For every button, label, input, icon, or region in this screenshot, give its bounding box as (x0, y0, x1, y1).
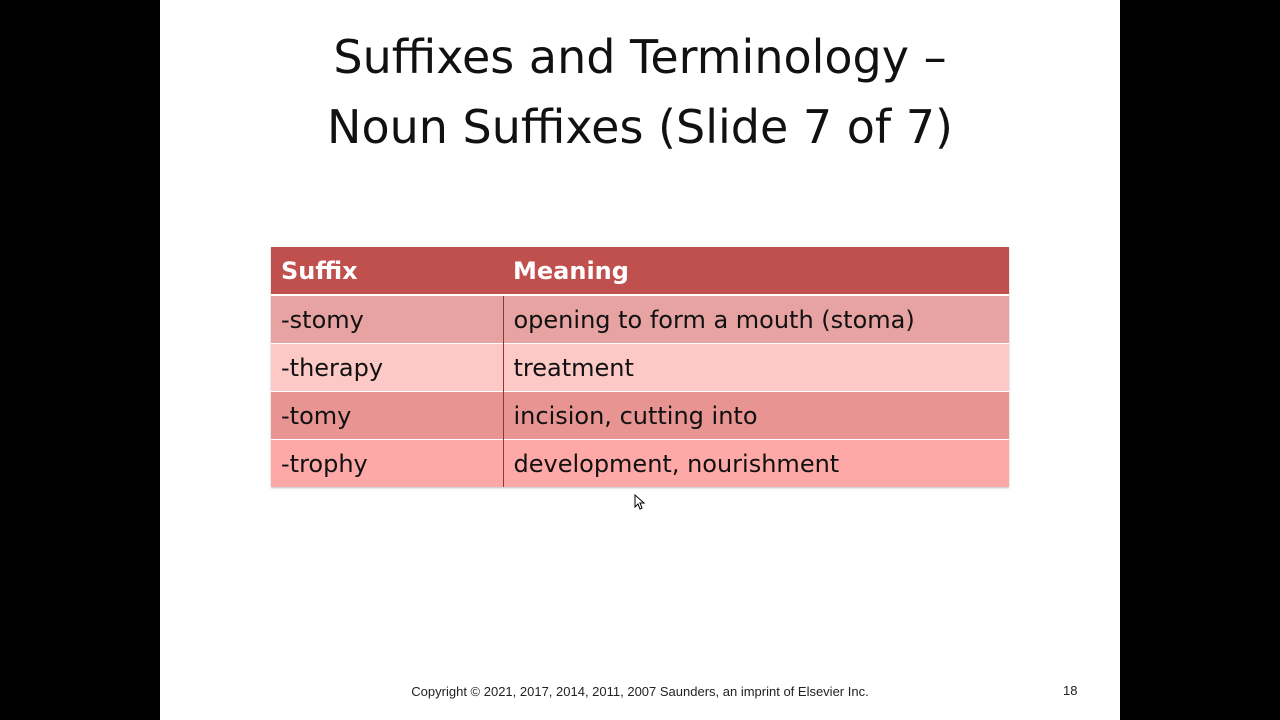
suffix-cell: -stomy (271, 294, 504, 344)
table-row: -therapy treatment (271, 343, 1009, 392)
suffix-table-container: Suffix Meaning -stomy opening to form a … (271, 247, 1009, 487)
slide-title-line-2: Noun Suffixes (Slide 7 of 7) (327, 100, 953, 154)
meaning-cell: treatment (503, 343, 1009, 392)
slide-title: Suffixes and Terminology – Noun Suffixes… (160, 22, 1120, 162)
table-row: -tomy incision, cutting into (271, 391, 1009, 440)
suffix-cell: -tomy (271, 391, 504, 440)
slide: Suffixes and Terminology – Noun Suffixes… (160, 0, 1120, 720)
copyright-footer: Copyright © 2021, 2017, 2014, 2011, 2007… (411, 684, 869, 699)
table-row: -stomy opening to form a mouth (stoma) (271, 294, 1009, 344)
slide-title-line-1: Suffixes and Terminology – (333, 30, 947, 84)
meaning-cell: development, nourishment (503, 439, 1009, 487)
slide-number: 18 (1063, 683, 1078, 698)
mouse-pointer-icon (634, 494, 646, 510)
suffix-cell: -therapy (271, 343, 504, 392)
suffix-table: Suffix Meaning -stomy opening to form a … (271, 247, 1009, 487)
suffix-cell: -trophy (271, 439, 504, 487)
meaning-cell: incision, cutting into (503, 391, 1009, 440)
table-header-row: Suffix Meaning (271, 247, 1009, 296)
table-row: -trophy development, nourishment (271, 439, 1009, 487)
column-header-suffix: Suffix (271, 247, 503, 296)
meaning-cell: opening to form a mouth (stoma) (503, 294, 1009, 344)
column-header-meaning: Meaning (503, 247, 1009, 296)
